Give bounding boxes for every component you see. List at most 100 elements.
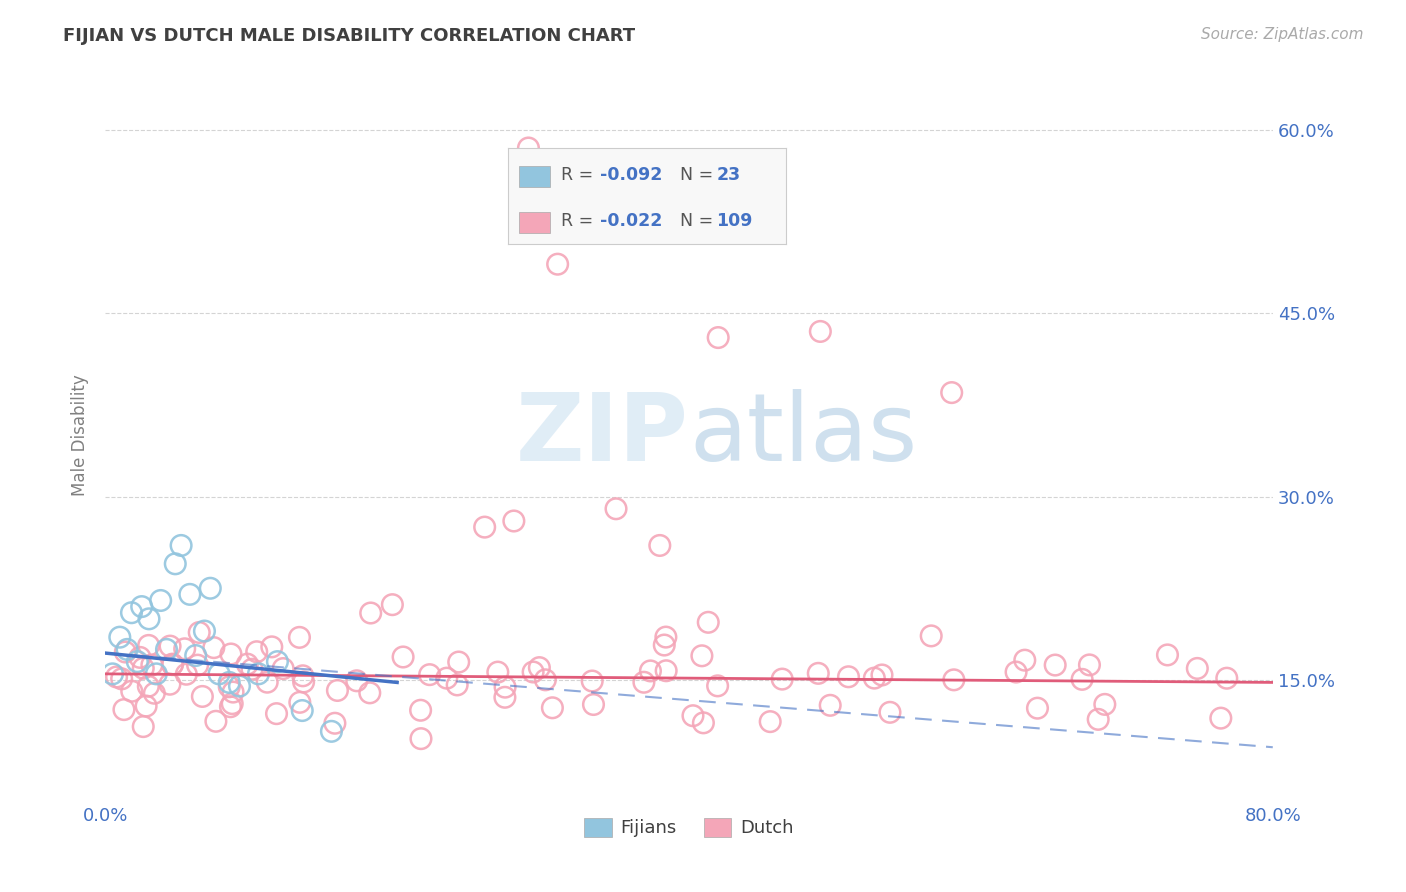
Point [114, 645, 136, 659]
Point [149, 593, 172, 607]
Point [141, 657, 163, 672]
Point [288, 631, 311, 645]
Point [159, 639, 181, 653]
Point [205, 714, 228, 729]
Point [115, 642, 138, 657]
Text: N =: N = [681, 166, 718, 184]
Text: -0.022: -0.022 [600, 211, 662, 230]
Point [870, 668, 893, 682]
Text: R =: R = [561, 166, 599, 184]
Point [1005, 665, 1028, 679]
Point [920, 629, 942, 643]
Point [111, 672, 134, 686]
Point [807, 666, 830, 681]
Point [474, 520, 496, 534]
Point [640, 664, 662, 678]
Point [655, 630, 678, 644]
Point [129, 650, 152, 665]
Point [360, 606, 382, 620]
Point [541, 700, 564, 714]
Point [155, 642, 177, 657]
Point [446, 678, 468, 692]
Point [392, 650, 415, 665]
Point [193, 624, 215, 638]
Point [633, 675, 655, 690]
Point [486, 665, 509, 679]
Point [323, 716, 346, 731]
Point [346, 673, 368, 688]
Text: N =: N = [681, 211, 718, 230]
Point [447, 655, 470, 669]
Point [759, 714, 782, 729]
Point [132, 720, 155, 734]
Point [105, 670, 128, 684]
Point [1014, 653, 1036, 667]
Point [409, 731, 432, 746]
Point [692, 715, 714, 730]
Point [159, 677, 181, 691]
Point [121, 684, 143, 698]
Point [1087, 712, 1109, 726]
Point [652, 638, 675, 652]
Point [165, 557, 187, 571]
Point [381, 598, 404, 612]
Point [108, 630, 131, 644]
Point [419, 667, 441, 681]
Point [138, 679, 160, 693]
Point [409, 703, 432, 717]
Point [808, 325, 831, 339]
Point [582, 698, 605, 712]
Bar [519, 166, 550, 186]
Y-axis label: Male Disability: Male Disability [72, 375, 89, 496]
Point [202, 640, 225, 655]
Point [529, 660, 551, 674]
Point [176, 667, 198, 681]
Point [1156, 648, 1178, 662]
Point [246, 645, 269, 659]
Point [138, 639, 160, 653]
Point [208, 666, 231, 681]
Text: Source: ZipAtlas.com: Source: ZipAtlas.com [1201, 27, 1364, 42]
Point [162, 657, 184, 672]
Point [145, 666, 167, 681]
Point [1209, 711, 1232, 725]
Point [191, 690, 214, 704]
Point [236, 657, 259, 672]
Point [1078, 657, 1101, 672]
Point [184, 648, 207, 663]
Point [1071, 673, 1094, 687]
Point [266, 706, 288, 721]
Text: 23: 23 [717, 166, 741, 184]
Point [256, 675, 278, 690]
Text: FIJIAN VS DUTCH MALE DISABILITY CORRELATION CHART: FIJIAN VS DUTCH MALE DISABILITY CORRELAT… [63, 27, 636, 45]
Text: -0.092: -0.092 [600, 166, 662, 184]
Point [127, 655, 149, 669]
Point [200, 581, 222, 595]
Point [321, 724, 343, 739]
Point [581, 673, 603, 688]
Point [697, 615, 720, 630]
Point [522, 665, 544, 679]
Point [121, 606, 143, 620]
Point [326, 683, 349, 698]
Point [179, 587, 201, 601]
Point [291, 704, 314, 718]
Legend: Fijians, Dutch: Fijians, Dutch [578, 811, 801, 845]
Point [494, 680, 516, 694]
Point [221, 697, 243, 711]
Point [1094, 698, 1116, 712]
Point [359, 686, 381, 700]
Point [170, 538, 193, 552]
Point [436, 671, 458, 685]
Bar [519, 211, 550, 233]
Point [135, 699, 157, 714]
Point [222, 685, 245, 699]
Point [837, 670, 859, 684]
Point [218, 680, 240, 694]
Point [879, 706, 901, 720]
Point [187, 658, 209, 673]
Point [655, 664, 678, 678]
Point [132, 661, 155, 675]
Point [247, 666, 270, 681]
Point [648, 538, 671, 552]
